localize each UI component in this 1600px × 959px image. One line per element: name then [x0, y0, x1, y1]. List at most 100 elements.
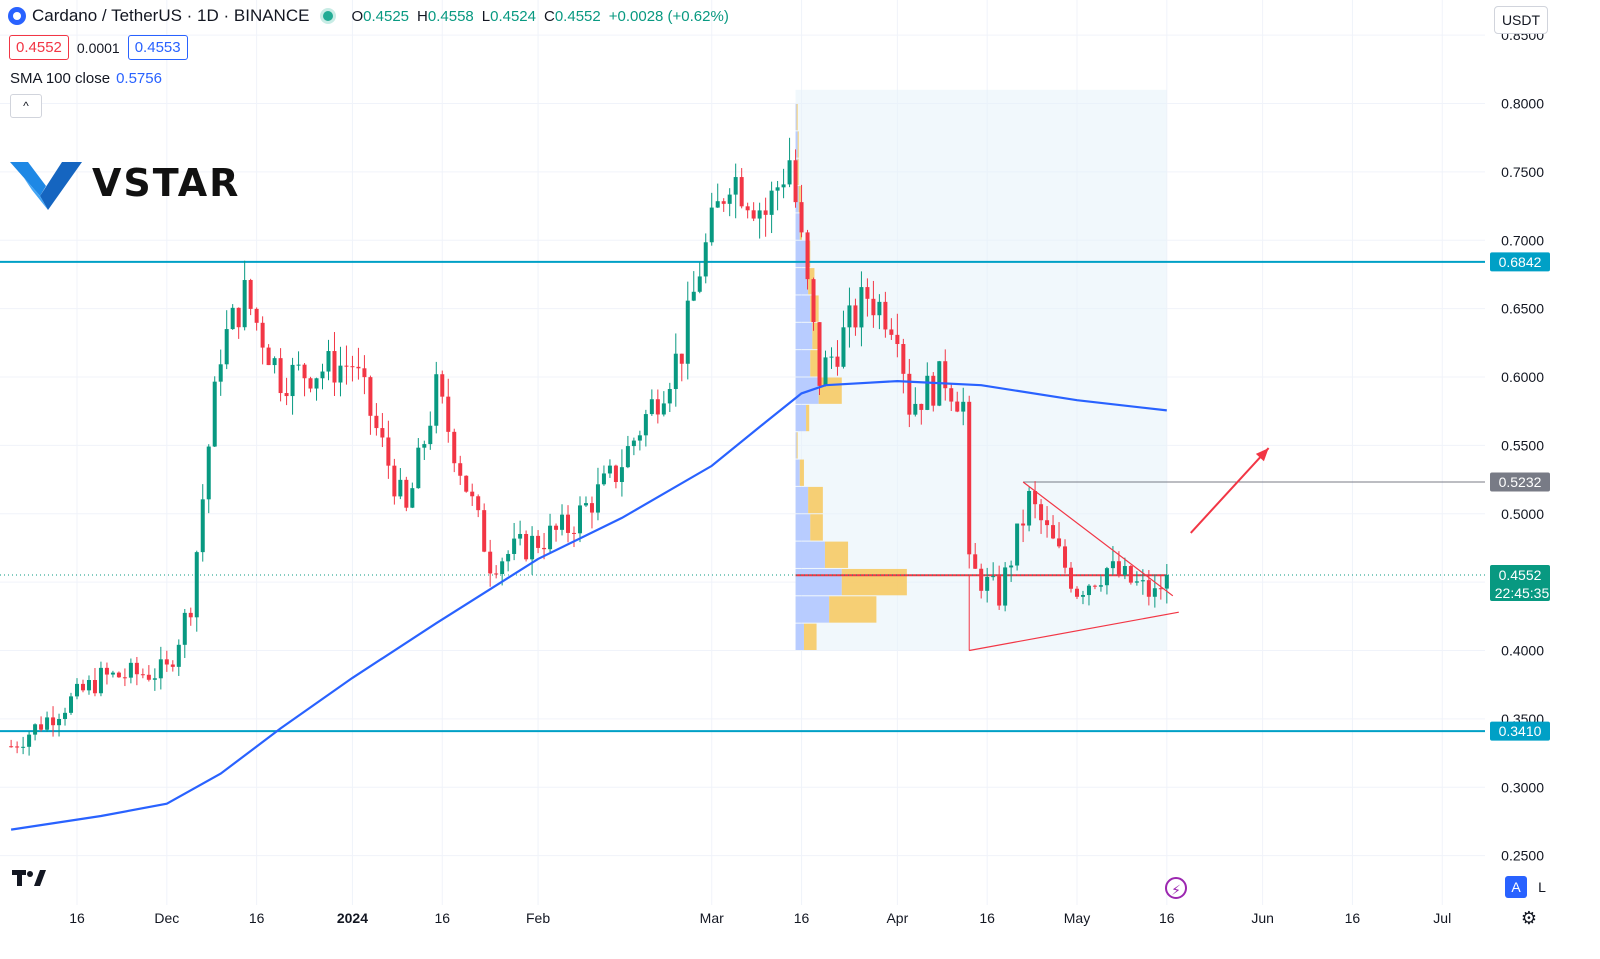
candle-body — [1015, 523, 1020, 566]
symbol-title[interactable]: Cardano / TetherUS · 1D · BINANCE — [32, 6, 310, 25]
candle-body — [338, 365, 343, 383]
candle-body — [242, 280, 247, 328]
candle-body — [1092, 585, 1097, 587]
candle-body — [110, 672, 115, 675]
candle-body — [757, 210, 762, 219]
candle-body — [566, 514, 571, 533]
candle-body — [619, 467, 624, 483]
candle-body — [709, 207, 714, 243]
candle-body — [1074, 588, 1079, 597]
live-status-icon — [323, 11, 334, 21]
collapse-legend-button[interactable]: ^ — [10, 94, 42, 118]
level-price-tag-label: 0.3410 — [1499, 723, 1542, 739]
candle-body — [332, 351, 337, 383]
currency-button[interactable]: USDT — [1494, 6, 1548, 34]
candle-body — [685, 300, 690, 364]
candle-body — [583, 503, 588, 506]
y-tick-label: 0.4000 — [1501, 643, 1544, 659]
bid-ask-row: 0.4552 0.0001 0.4553 — [9, 35, 188, 60]
volume-profile-bar-up — [795, 486, 809, 514]
volume-profile-bar-down — [796, 104, 798, 131]
log-scale-button[interactable]: L — [1538, 879, 1546, 895]
candle-body — [853, 305, 858, 328]
candle-body — [955, 401, 960, 412]
sell-price-button[interactable]: 0.4552 — [9, 35, 69, 60]
candle-body — [847, 305, 852, 328]
x-tick-label: Mar — [700, 910, 724, 926]
volume-profile-bar-up — [795, 213, 800, 240]
symbol-icon[interactable] — [8, 7, 26, 25]
candle-body — [967, 401, 972, 555]
candle-body — [895, 334, 900, 345]
sma-legend[interactable]: SMA 100 close 0.5756 — [10, 70, 162, 87]
candle-body — [763, 210, 768, 215]
volume-profile-bar-up — [795, 596, 830, 623]
candle-body — [140, 674, 145, 676]
sma-value: 0.5756 — [116, 70, 162, 87]
volume-profile-bar-up — [795, 541, 825, 568]
candle-body — [913, 403, 918, 415]
high-value: 0.4558 — [427, 7, 474, 25]
candle-body — [224, 329, 229, 365]
candle-body — [476, 496, 481, 511]
candle-body — [248, 280, 253, 309]
y-tick-label: 0.5500 — [1501, 437, 1544, 453]
candle-body — [1110, 561, 1115, 569]
candle-body — [1045, 520, 1050, 526]
buy-price-button[interactable]: 0.4553 — [127, 35, 188, 60]
candle-body — [188, 612, 193, 618]
candle-body — [314, 378, 319, 389]
candle-body — [21, 746, 26, 748]
candle-body — [512, 538, 517, 554]
candle-body — [613, 465, 618, 483]
candle-body — [92, 680, 97, 694]
candle-body — [51, 717, 56, 726]
candle-body — [841, 327, 846, 367]
candle-body — [446, 396, 451, 432]
candle-body — [769, 190, 774, 215]
candle-body — [530, 535, 535, 560]
spread-value: 0.0001 — [76, 39, 120, 56]
low-value: 0.4524 — [490, 7, 536, 25]
volume-profile-range — [795, 89, 1167, 651]
gear-icon[interactable]: ⚙ — [1520, 908, 1538, 928]
candle-body — [452, 431, 457, 464]
auto-scale-button[interactable]: A — [1505, 876, 1527, 898]
volume-profile-bar-down — [841, 568, 907, 596]
sma-100-line — [10, 379, 1167, 831]
candle-body — [925, 375, 930, 410]
candle-body — [518, 533, 523, 539]
candle-body — [1164, 575, 1169, 589]
close-value: 0.4552 — [554, 7, 601, 25]
candle-body — [805, 232, 810, 280]
candle-body — [985, 576, 990, 591]
candle-body — [176, 644, 181, 667]
y-tick-label: 0.7000 — [1501, 232, 1544, 248]
candle-body — [919, 403, 924, 410]
x-tick-label: 16 — [69, 910, 85, 926]
candle-body — [1140, 580, 1145, 582]
tradingview-logo-icon[interactable] — [12, 868, 48, 888]
candle-body — [997, 576, 1002, 606]
candle-body — [1051, 525, 1056, 539]
candle-body — [260, 322, 265, 348]
candle-body — [302, 364, 307, 379]
candle-body — [170, 664, 175, 667]
candle-body — [374, 415, 379, 429]
flash-icon[interactable]: ⚡ — [1165, 877, 1187, 899]
candle-body — [901, 344, 906, 374]
candle-body — [296, 364, 301, 366]
candle-body — [200, 499, 205, 553]
candle-body — [272, 358, 277, 366]
candle-body — [1009, 565, 1014, 568]
candle-body — [793, 160, 798, 203]
candle-body — [667, 389, 672, 404]
open-value: 0.4525 — [363, 7, 410, 25]
volume-profile-bar-down — [797, 158, 799, 186]
x-tick-label: Dec — [154, 910, 179, 926]
candle-body — [560, 514, 565, 530]
candle-body — [122, 677, 127, 679]
volume-profile-bar-down — [797, 131, 799, 158]
candle-body — [979, 568, 984, 591]
